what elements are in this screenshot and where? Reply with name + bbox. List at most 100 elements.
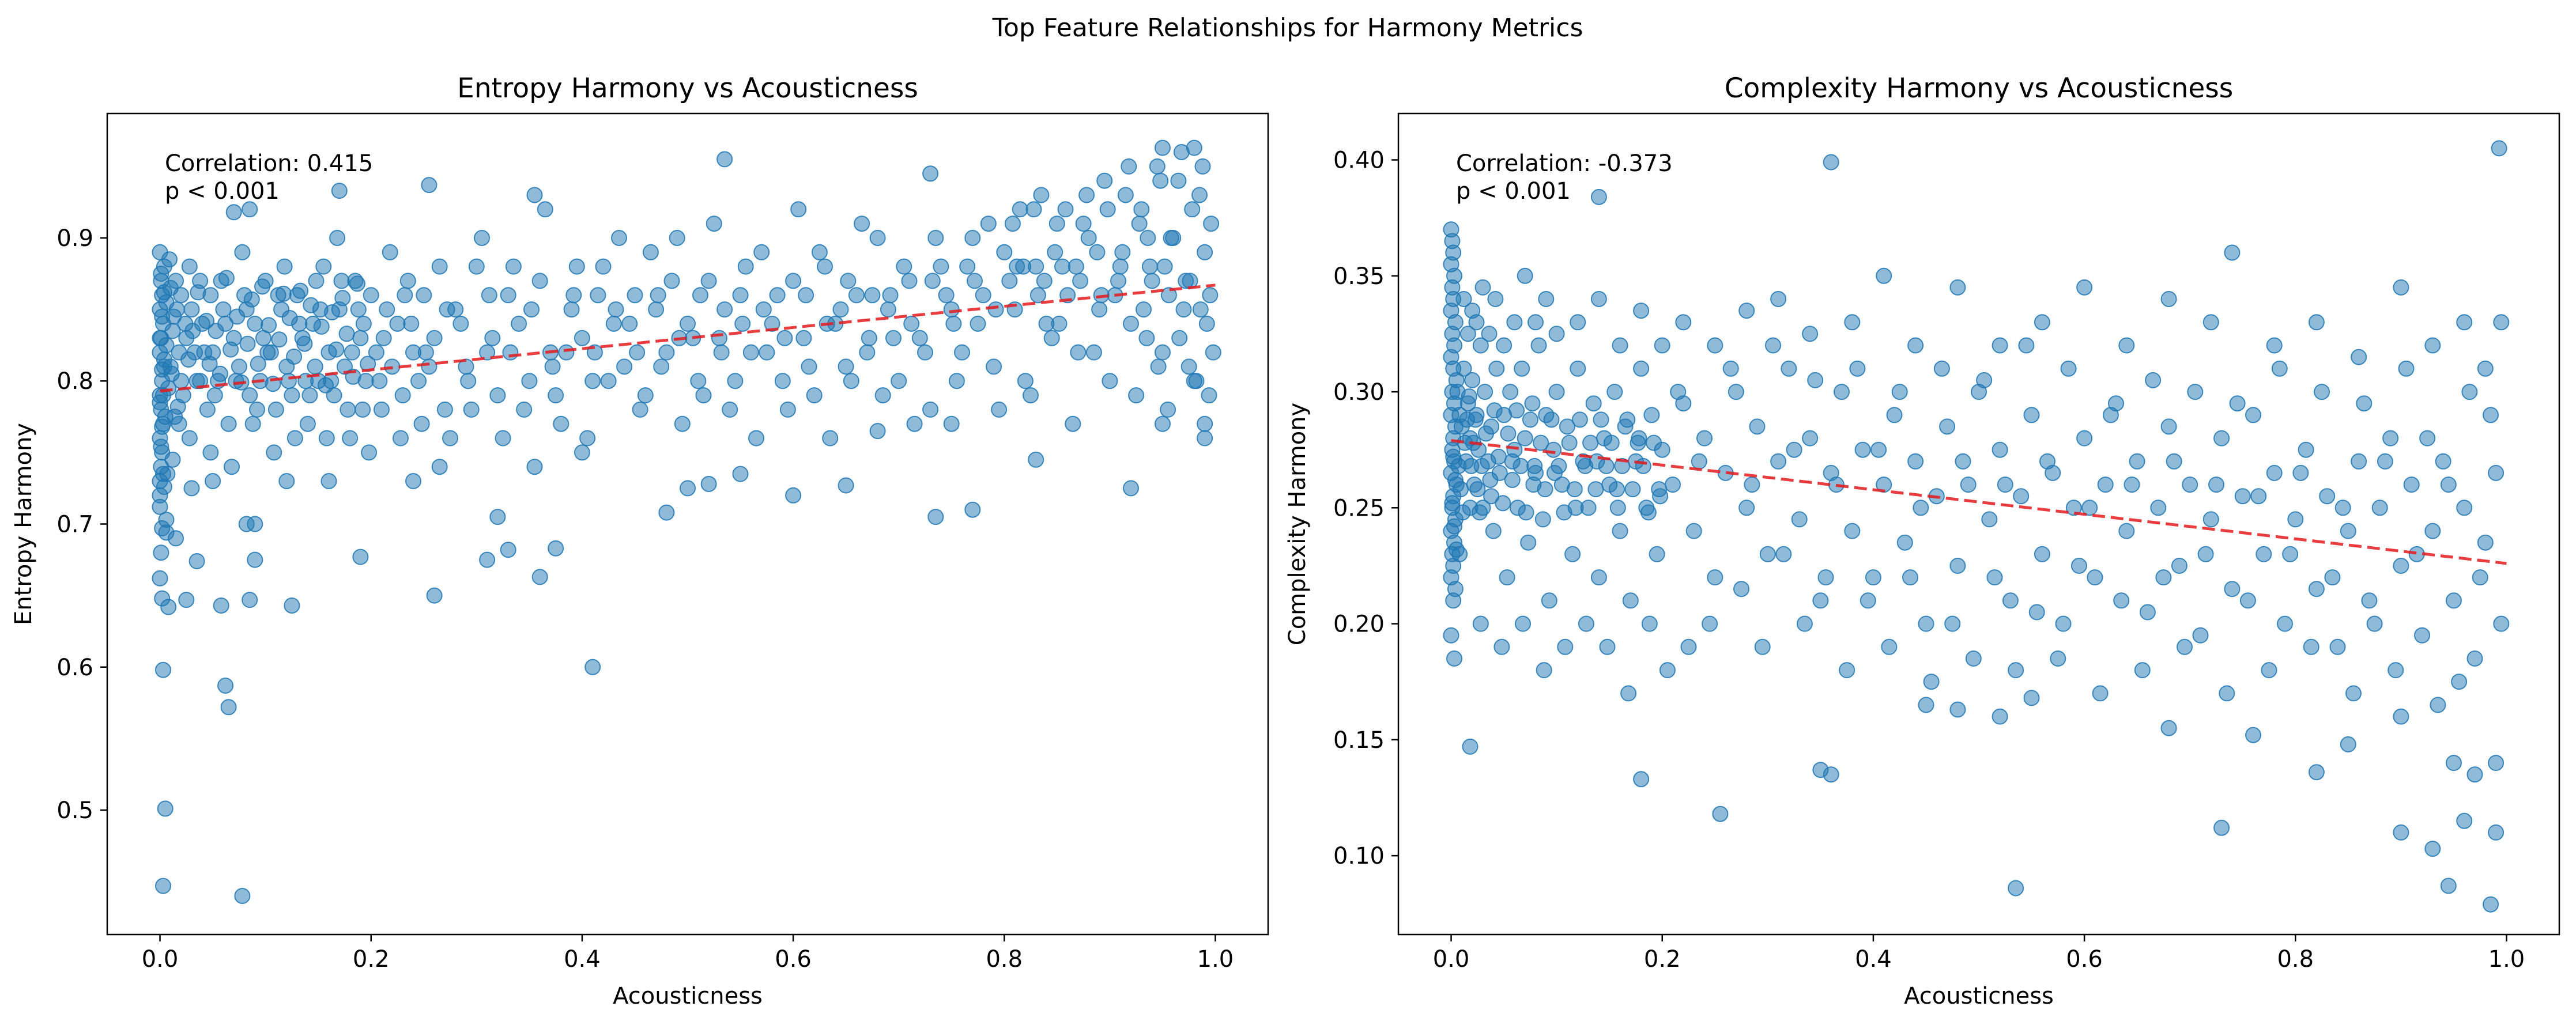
scatter-point bbox=[848, 287, 865, 304]
scatter-point bbox=[1496, 337, 1513, 354]
x-tick-label: 1.0 bbox=[2488, 946, 2525, 973]
scatter-point bbox=[2466, 766, 2483, 783]
scatter-point bbox=[157, 800, 174, 817]
scatter-point bbox=[350, 301, 367, 318]
scatter-point bbox=[152, 570, 168, 587]
scatter-point bbox=[798, 287, 814, 304]
scatter-point bbox=[2277, 615, 2293, 632]
scatter-point bbox=[1117, 187, 1134, 203]
scatter-point bbox=[2202, 314, 2219, 331]
scatter-point bbox=[284, 597, 300, 614]
scatter-point bbox=[2282, 546, 2299, 562]
scatter-point bbox=[410, 373, 427, 389]
trend-line bbox=[1451, 439, 2507, 565]
scatter-point bbox=[574, 330, 590, 346]
scatter-point bbox=[1141, 258, 1158, 275]
scatter-point bbox=[774, 373, 791, 389]
scatter-point bbox=[608, 301, 624, 318]
scatter-point bbox=[2245, 727, 2261, 743]
scatter-point bbox=[2187, 384, 2204, 400]
scatter-point bbox=[484, 330, 501, 346]
scatter-point bbox=[280, 373, 297, 389]
scatter-point bbox=[1537, 481, 1553, 498]
scatter-point bbox=[320, 473, 337, 489]
scatter-point bbox=[1198, 315, 1215, 332]
scatter-point bbox=[1068, 258, 1084, 275]
scatter-point bbox=[479, 551, 496, 568]
scatter-point bbox=[1791, 511, 1808, 528]
scatter-point bbox=[1619, 411, 1636, 428]
y-tick-label: 0.6 bbox=[56, 655, 93, 681]
scatter-point bbox=[331, 183, 348, 199]
scatter-point bbox=[755, 301, 772, 318]
scatter-point bbox=[368, 344, 384, 361]
scatter-point bbox=[1175, 301, 1192, 318]
scatter-point bbox=[1080, 230, 1097, 246]
figure-suptitle: Top Feature Relationships for Harmony Me… bbox=[992, 13, 1583, 43]
scatter-point bbox=[2488, 824, 2505, 841]
scatter-point bbox=[2224, 581, 2241, 597]
scatter-point bbox=[1150, 358, 1167, 375]
scatter-point bbox=[1891, 384, 1908, 400]
scatter-point bbox=[1817, 569, 1834, 586]
scatter-point bbox=[2028, 604, 2045, 621]
scatter-point bbox=[156, 479, 172, 495]
scatter-point bbox=[2351, 349, 2367, 365]
scatter-point bbox=[1624, 481, 1641, 498]
scatter-point bbox=[1065, 415, 1081, 432]
scatter-point bbox=[2393, 279, 2409, 296]
y-tick-label: 0.9 bbox=[56, 225, 93, 252]
scatter-point bbox=[1029, 287, 1046, 304]
scatter-point bbox=[234, 888, 251, 904]
scatter-point bbox=[2424, 523, 2441, 539]
scatter-point bbox=[1051, 315, 1068, 332]
scatter-point bbox=[1680, 638, 1697, 655]
scatter-point bbox=[584, 659, 601, 675]
y-tick-label: 0.20 bbox=[1333, 611, 1385, 638]
scatter-point bbox=[1468, 314, 1485, 331]
scatter-point bbox=[1865, 569, 1881, 586]
scatter-point bbox=[795, 330, 812, 346]
scatter-point bbox=[1123, 315, 1139, 332]
scatter-point bbox=[2160, 720, 2177, 736]
scatter-point bbox=[1455, 291, 1472, 307]
scatter-point bbox=[173, 287, 190, 304]
scatter-point bbox=[1133, 201, 1150, 218]
scatter-point bbox=[1472, 615, 1489, 632]
scatter-point bbox=[329, 230, 346, 246]
scatter-point bbox=[861, 330, 877, 346]
x-tick-label: 0.2 bbox=[353, 946, 390, 973]
x-tick-label: 0.4 bbox=[1855, 946, 1892, 973]
scatter-point bbox=[502, 344, 519, 361]
chart-panel-entropy: Entropy Harmony vs Acousticness 0.0 0.2 0.4… bbox=[10, 73, 1269, 1009]
scatter-point bbox=[1154, 415, 1171, 432]
scatter-point bbox=[349, 275, 365, 292]
scatter-point bbox=[208, 323, 224, 339]
scatter-point bbox=[249, 401, 265, 418]
scatter-point bbox=[1170, 172, 1187, 189]
scatter-point bbox=[629, 344, 646, 361]
scatter-point bbox=[2087, 569, 2103, 586]
scatter-point bbox=[605, 315, 622, 332]
scatter-point bbox=[1180, 358, 1197, 375]
scatter-point bbox=[716, 301, 733, 318]
scatter-point bbox=[838, 477, 854, 494]
scatter-point bbox=[1160, 287, 1177, 304]
scatter-point bbox=[2340, 523, 2356, 539]
scatter-point bbox=[1590, 569, 1607, 586]
scatter-point bbox=[307, 358, 323, 375]
scatter-point bbox=[1582, 434, 1599, 451]
scatter-point bbox=[1533, 434, 1549, 451]
scatter-point bbox=[1876, 267, 1892, 284]
scatter-point bbox=[964, 501, 981, 518]
scatter-point bbox=[801, 358, 817, 375]
scatter-point bbox=[1514, 360, 1530, 377]
scatter-point bbox=[2208, 476, 2224, 493]
scatter-point bbox=[371, 373, 388, 389]
scatter-point bbox=[1949, 701, 1966, 718]
scatter-point bbox=[2483, 407, 2499, 423]
x-tick-label: 0.0 bbox=[1433, 946, 1470, 973]
scatter-point bbox=[1520, 534, 1537, 551]
scatter-point bbox=[286, 430, 303, 447]
scatter-point bbox=[1515, 615, 1531, 632]
